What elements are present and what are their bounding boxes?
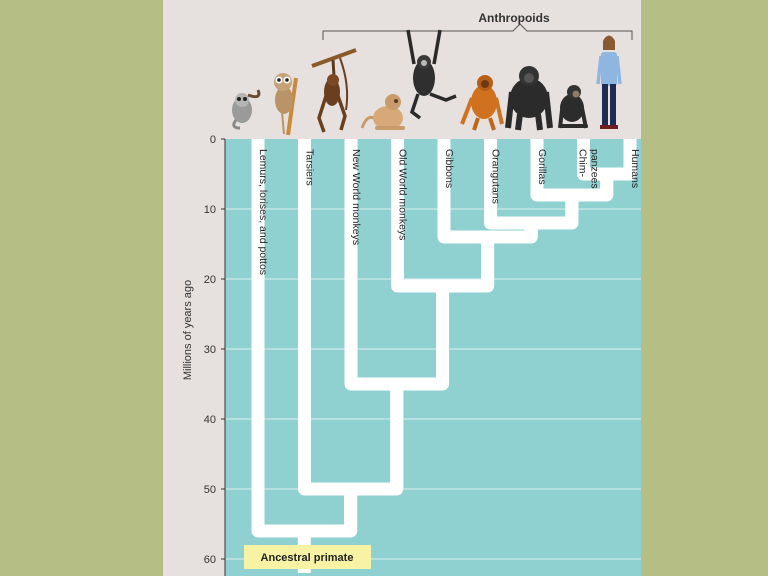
y-tick-label: 0: [210, 134, 216, 146]
old-world-monkey-icon: [360, 94, 405, 130]
taxon-label: Orangutans: [490, 149, 502, 204]
y-tick-label: 30: [204, 344, 216, 356]
taxon-labels: Lemurs, lorises, and pottos Tarsiers New W…: [257, 149, 641, 275]
human-icon: [596, 35, 622, 129]
anthropoids-label: Anthropoids: [478, 11, 550, 25]
taxon-label: Lemurs, lorises, and pottos: [257, 149, 269, 275]
gridlines: [226, 208, 641, 560]
ancestral-primate-label: Ancestral primate: [261, 552, 354, 564]
taxon-label: Gorillas: [536, 149, 548, 185]
tarsier-icon: [274, 73, 298, 136]
gibbon-icon: [406, 29, 457, 120]
right-margin: [641, 0, 768, 576]
taxon-label: New World monkeys: [350, 149, 362, 245]
y-axis: 0 10 20 30 40 50 60: [204, 134, 226, 576]
plot-area: [225, 139, 641, 576]
anthropoids-bracket: [322, 23, 633, 40]
taxon-label: Tarsiers: [304, 149, 316, 186]
chimpanzee-icon: [558, 85, 588, 129]
y-tick-label: 50: [204, 484, 216, 496]
y-tick-label: 10: [204, 204, 216, 216]
y-tick-label: 20: [204, 274, 216, 286]
taxon-label: Gibbons: [443, 149, 455, 188]
lemur-icon: [232, 89, 261, 130]
taxon-label-line2: panzees: [589, 149, 601, 189]
y-axis-label: Millions of years ago: [182, 280, 194, 380]
gorilla-icon: [505, 66, 553, 131]
left-margin: [0, 0, 163, 576]
tree-branches: [251, 139, 637, 573]
taxon-label: Humans: [629, 149, 641, 188]
y-tick-label: 40: [204, 414, 216, 426]
orangutan-icon: [460, 75, 504, 131]
y-tick-label: 60: [204, 554, 216, 566]
taxon-label: Chim-: [577, 149, 589, 178]
new-world-monkey-icon: [311, 48, 357, 133]
taxon-label: Old World monkeys: [397, 149, 409, 240]
ancestral-primate-box: [244, 545, 371, 569]
